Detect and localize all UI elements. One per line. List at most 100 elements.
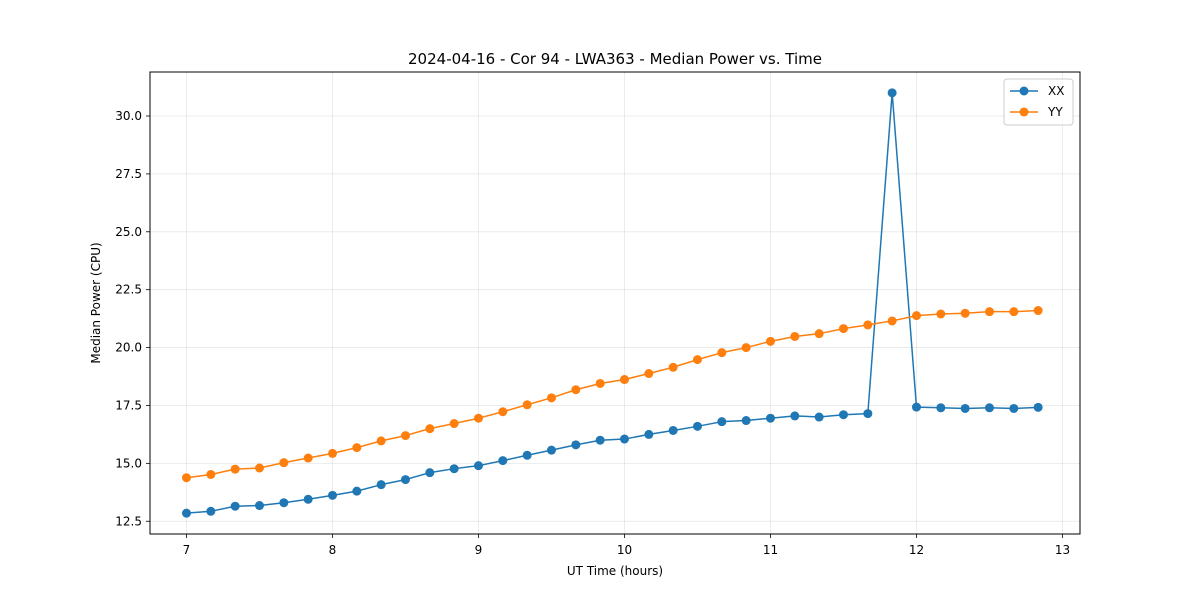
- data-point: [546, 445, 556, 455]
- data-point: [522, 400, 532, 410]
- grid-lines: [150, 72, 1080, 534]
- data-point: [400, 431, 410, 441]
- data-point: [595, 435, 605, 445]
- y-tick-label: 15.0: [115, 456, 142, 470]
- legend-marker: [1019, 86, 1029, 96]
- data-point: [1033, 402, 1043, 412]
- data-point: [863, 320, 873, 330]
- data-point: [838, 410, 848, 420]
- y-tick-label: 17.5: [115, 398, 142, 412]
- data-point: [254, 463, 264, 473]
- data-point: [838, 324, 848, 334]
- data-point: [644, 429, 654, 439]
- data-point: [327, 490, 337, 500]
- legend-item-yy: YY: [1010, 105, 1063, 119]
- data-point: [352, 486, 362, 496]
- data-point: [571, 385, 581, 395]
- series-yy: [181, 306, 1043, 483]
- data-point: [692, 355, 702, 365]
- data-point: [814, 329, 824, 339]
- y-tick-label: 22.5: [115, 283, 142, 297]
- x-tick-label: 9: [475, 543, 483, 557]
- data-point: [303, 494, 313, 504]
- data-point: [473, 413, 483, 423]
- data-point: [741, 343, 751, 353]
- chart-title: 2024-04-16 - Cor 94 - LWA363 - Median Po…: [408, 50, 822, 68]
- data-point: [887, 316, 897, 326]
- data-point: [230, 501, 240, 511]
- y-tick-label: 12.5: [115, 514, 142, 528]
- data-point: [984, 403, 994, 413]
- x-tick-label: 8: [329, 543, 337, 557]
- x-tick-label: 12: [909, 543, 924, 557]
- data-point: [960, 403, 970, 413]
- plot-series: [181, 88, 1043, 518]
- data-point: [863, 409, 873, 419]
- data-point: [619, 375, 629, 385]
- data-point: [425, 468, 435, 478]
- data-point: [352, 443, 362, 453]
- data-point: [206, 506, 216, 516]
- data-point: [668, 425, 678, 435]
- data-point: [279, 498, 289, 508]
- data-point: [206, 469, 216, 479]
- legend-label: YY: [1047, 105, 1063, 119]
- y-tick-label: 20.0: [115, 341, 142, 355]
- y-tick-label: 30.0: [115, 109, 142, 123]
- data-point: [279, 458, 289, 468]
- data-point: [765, 413, 775, 423]
- data-point: [376, 436, 386, 446]
- data-point: [936, 309, 946, 319]
- data-point: [327, 448, 337, 458]
- data-point: [960, 308, 970, 318]
- data-point: [668, 362, 678, 372]
- data-point: [717, 417, 727, 427]
- x-tick-label: 7: [183, 543, 191, 557]
- data-point: [911, 402, 921, 412]
- data-point: [790, 411, 800, 421]
- data-point: [644, 369, 654, 379]
- data-point: [1009, 307, 1019, 317]
- data-point: [400, 475, 410, 485]
- data-point: [1033, 306, 1043, 316]
- data-point: [303, 453, 313, 463]
- data-point: [546, 393, 556, 403]
- data-point: [181, 508, 191, 518]
- y-axis-label: Median Power (CPU): [89, 242, 103, 363]
- data-point: [376, 480, 386, 490]
- data-point: [498, 456, 508, 466]
- plot-area-frame: [149, 71, 1081, 535]
- x-axis-label: UT Time (hours): [567, 564, 663, 578]
- data-point: [571, 440, 581, 450]
- x-tick-label: 13: [1055, 543, 1070, 557]
- data-point: [449, 464, 459, 474]
- data-point: [595, 378, 605, 388]
- data-point: [1009, 403, 1019, 413]
- data-point: [765, 336, 775, 346]
- data-point: [230, 464, 240, 474]
- legend-item-xx: XX: [1010, 84, 1064, 98]
- legend: XX YY: [1003, 78, 1074, 126]
- data-point: [425, 424, 435, 434]
- series-xx: [181, 88, 1043, 518]
- data-point: [692, 421, 702, 431]
- data-point: [254, 501, 264, 511]
- data-point: [984, 307, 994, 317]
- data-point: [498, 407, 508, 417]
- data-point: [936, 403, 946, 413]
- data-point: [790, 331, 800, 341]
- data-point: [814, 412, 824, 422]
- data-point: [887, 88, 897, 98]
- legend-marker: [1019, 107, 1029, 117]
- data-point: [911, 311, 921, 321]
- data-point: [741, 416, 751, 426]
- data-point: [619, 434, 629, 444]
- data-point: [181, 473, 191, 483]
- axis-ticks: 7 8 9 10 11 12 13 12.5 15.0 17.5 20.0 22.5 25.0 27.5 3…: [115, 109, 1070, 557]
- data-point: [522, 450, 532, 460]
- data-point: [717, 348, 727, 358]
- x-tick-label: 10: [617, 543, 632, 557]
- x-tick-label: 11: [763, 543, 778, 557]
